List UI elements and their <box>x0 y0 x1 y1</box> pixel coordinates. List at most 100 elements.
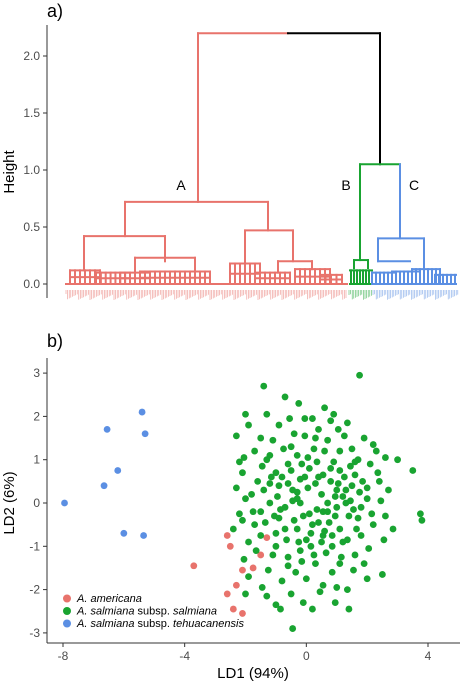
scatter-point-salmiana <box>260 486 268 494</box>
scatter-point-salmiana <box>304 484 312 492</box>
scatter-point-americana <box>239 610 246 617</box>
scatter-point-americana <box>229 605 237 613</box>
scatter-point-salmiana <box>343 586 351 593</box>
scatter-point-americana <box>232 581 240 589</box>
scatter-point-salmiana <box>277 506 284 513</box>
scatter-y-axis-title: LD2 (6%) <box>1 471 18 534</box>
scatter-point-salmiana <box>336 447 344 455</box>
scatter-point-salmiana <box>340 473 348 481</box>
scatter-point-salmiana <box>245 538 252 546</box>
scatter-point-salmiana <box>351 471 359 479</box>
scatter-y-tick-label: -2 <box>29 583 40 597</box>
legend-label-part: A. salmiana <box>76 618 134 630</box>
scatter-points <box>61 371 426 632</box>
scatter-point-salmiana <box>343 419 351 427</box>
scatter-point-salmiana <box>284 562 292 570</box>
scatter-point-americana <box>263 534 271 542</box>
scatter-point-salmiana <box>284 460 292 468</box>
scatter-point-salmiana <box>264 566 272 574</box>
scatter-point-tehuacanensis <box>140 532 148 539</box>
scatter-point-salmiana <box>357 532 365 539</box>
scatter-point-salmiana <box>232 484 240 492</box>
scatter-point-salmiana <box>327 464 335 472</box>
scatter-point-salmiana <box>299 599 307 606</box>
scatter-point-salmiana <box>252 547 260 555</box>
scatter-point-salmiana <box>275 482 283 490</box>
scatter-point-salmiana <box>295 538 303 546</box>
scatter-point-salmiana <box>242 590 249 598</box>
scatter-x-tick-label: 0 <box>303 649 310 663</box>
scatter-point-salmiana <box>289 497 297 505</box>
scatter-point-salmiana <box>342 486 350 494</box>
scatter-point-salmiana <box>348 445 356 453</box>
scatter-point-salmiana <box>382 454 389 461</box>
scatter-point-salmiana <box>351 458 359 466</box>
scatter-point-salmiana <box>239 516 246 524</box>
scatter-point-salmiana <box>336 525 344 533</box>
scatter-point-salmiana <box>272 601 280 609</box>
legend-label-part: A. salmiana <box>76 606 134 618</box>
scatter-point-salmiana <box>309 605 316 613</box>
scatter-point-salmiana <box>266 480 274 487</box>
scatter-point-salmiana <box>284 480 292 487</box>
scatter-point-salmiana <box>263 592 271 600</box>
scatter-point-salmiana <box>296 547 304 555</box>
scatter-point-salmiana <box>278 473 286 481</box>
scatter-point-salmiana <box>348 482 356 490</box>
scatter-point-salmiana <box>331 512 339 520</box>
scatter-point-salmiana <box>274 493 281 500</box>
scatter-y-tick-label: -1 <box>29 539 40 553</box>
scatter-point-salmiana <box>257 508 265 516</box>
scatter-point-salmiana <box>369 441 377 448</box>
scatter-point-salmiana <box>333 486 341 494</box>
scatter-point-salmiana <box>302 575 310 583</box>
scatter-point-salmiana <box>380 536 388 544</box>
scatter-point-americana <box>257 551 265 559</box>
scatter-point-salmiana <box>321 404 328 412</box>
scatter-point-salmiana <box>258 584 266 591</box>
scatter-point-salmiana <box>298 460 306 468</box>
scatter-point-salmiana <box>245 421 252 429</box>
scatter-point-salmiana <box>382 512 389 520</box>
scatter-point-tehuacanensis <box>138 408 146 416</box>
scatter-point-tehuacanensis <box>141 430 149 438</box>
scatter-point-salmiana <box>272 542 280 550</box>
scatter-point-salmiana <box>319 508 327 516</box>
scatter-point-salmiana <box>385 486 392 494</box>
scatter-point-salmiana <box>394 456 401 464</box>
scatter-point-salmiana <box>360 434 368 442</box>
scatter-point-salmiana <box>301 473 309 481</box>
scatter-point-salmiana <box>240 555 248 563</box>
scatter-point-salmiana <box>331 493 339 500</box>
scatter-point-salmiana <box>269 436 277 444</box>
scatter-point-salmiana <box>336 560 344 568</box>
scatter-point-salmiana <box>331 599 339 606</box>
scatter-point-salmiana <box>363 484 371 492</box>
scatter-point-salmiana <box>290 430 298 438</box>
scatter-point-salmiana <box>309 521 316 529</box>
scatter-point-salmiana <box>286 415 294 422</box>
dendrogram-y-tick-label: 2.0 <box>23 49 40 63</box>
scatter-point-americana <box>223 532 231 539</box>
scatter-point-salmiana <box>345 512 353 520</box>
scatter-point-salmiana <box>321 527 328 535</box>
scatter-point-salmiana <box>319 471 327 479</box>
scatter-point-tehuacanensis <box>100 482 108 490</box>
scatter-point-salmiana <box>350 506 357 513</box>
scatter-point-tehuacanensis <box>114 467 122 474</box>
legend-marker-tehuacanensis <box>63 619 71 628</box>
scatter-point-salmiana <box>333 503 341 511</box>
scatter-point-salmiana <box>305 464 313 472</box>
scatter-point-salmiana <box>368 510 376 518</box>
scatter-point-salmiana <box>360 560 368 568</box>
scatter-point-salmiana <box>287 467 295 474</box>
scatter-x-axis-title: LD1 (94%) <box>217 665 289 682</box>
scatter-point-salmiana <box>239 469 246 477</box>
cluster-label-c: C <box>409 177 419 193</box>
scatter-point-salmiana <box>322 549 330 557</box>
scatter-point-salmiana <box>327 417 335 425</box>
scatter-x-tick-label: -4 <box>179 649 190 663</box>
scatter-point-tehuacanensis <box>120 529 128 537</box>
